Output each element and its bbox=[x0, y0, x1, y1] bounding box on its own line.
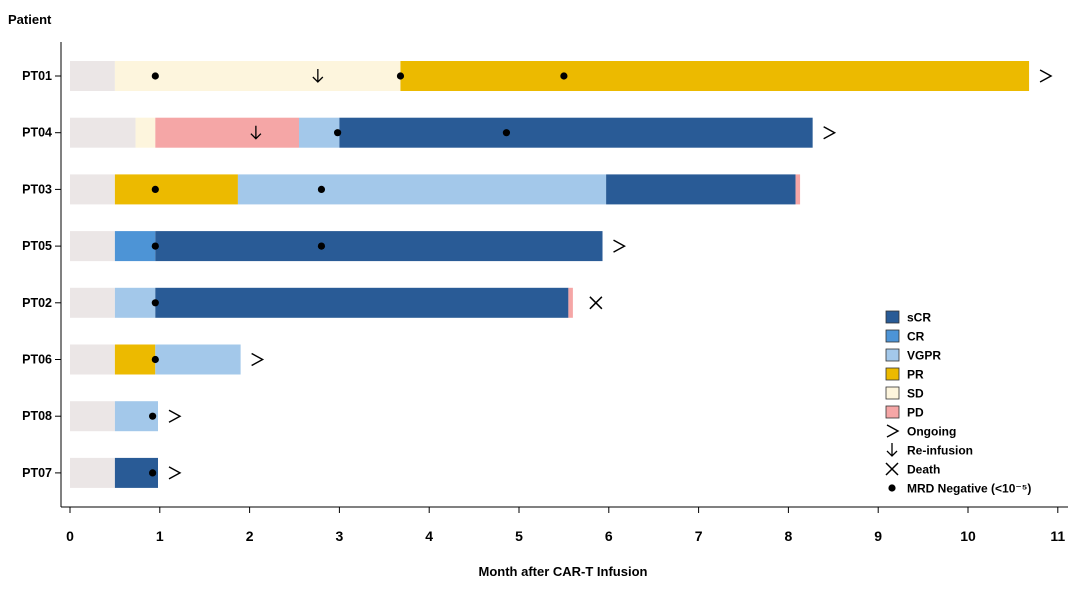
legend: sCR CR VGPR PR SD PD Ongoing Re-infusion Death MR… bbox=[885, 310, 1031, 496]
mrd-negative-dot bbox=[317, 242, 326, 250]
bar-segment-baseline bbox=[70, 174, 115, 205]
x-tick-label: 9 bbox=[874, 528, 882, 544]
bar-segment-pr bbox=[114, 174, 238, 205]
x-tick-label: 4 bbox=[425, 528, 433, 544]
mrd-negative-dot bbox=[149, 469, 157, 477]
legend-label-ongoing: Ongoing bbox=[907, 425, 956, 439]
ongoing-chevron-icon bbox=[823, 126, 837, 140]
ongoing-chevron-icon bbox=[1039, 69, 1053, 83]
x-tick-label: 6 bbox=[605, 528, 613, 544]
y-axis-title: Patient bbox=[8, 12, 52, 27]
y-tick-label-pt01: PT01 bbox=[22, 69, 52, 83]
legend-swatch-pd bbox=[885, 405, 900, 419]
legend-swatch-vgpr bbox=[885, 348, 900, 362]
bar-segment-sd bbox=[135, 117, 156, 148]
x-tick-label: 2 bbox=[246, 528, 254, 544]
legend-label-re-infusion: Re-infusion bbox=[907, 444, 973, 458]
bar-segment-pr bbox=[400, 61, 1030, 91]
bar-segment-pd bbox=[795, 174, 801, 205]
legend-ongoing-icon bbox=[886, 424, 900, 438]
mrd-negative-dot bbox=[151, 72, 159, 80]
ongoing-chevron-icon bbox=[168, 466, 182, 480]
y-tick-label-pt06: PT06 bbox=[22, 353, 52, 367]
ongoing-chevron-icon bbox=[613, 239, 626, 253]
bar-segment-baseline bbox=[70, 344, 115, 375]
legend-label-cr: CR bbox=[907, 330, 925, 344]
bars-layer bbox=[70, 61, 1030, 488]
legend-death-icon bbox=[885, 462, 899, 476]
mrd-negative-dot bbox=[151, 242, 159, 250]
bar-segment-baseline bbox=[70, 457, 115, 488]
legend-label-vgpr: VGPR bbox=[907, 349, 941, 363]
legend-swatch-sd bbox=[885, 386, 900, 400]
legend-re-infusion-icon bbox=[886, 443, 898, 457]
bar-segment-baseline bbox=[70, 117, 136, 148]
x-tick-label: 1 bbox=[156, 528, 164, 544]
legend-swatch-pr bbox=[885, 367, 900, 381]
legend-label-pd: PD bbox=[907, 406, 924, 420]
legend-swatch-scr bbox=[885, 310, 900, 324]
bar-segment-baseline bbox=[70, 61, 115, 91]
x-ticks: 0 1 2 3 4 5 6 7 8 9 10 11 bbox=[66, 507, 1065, 544]
bar-segment-pd bbox=[568, 287, 573, 318]
y-tick-label-pt05: PT05 bbox=[22, 239, 52, 253]
x-tick-label: 8 bbox=[785, 528, 793, 544]
bar-segment-baseline bbox=[70, 231, 115, 262]
legend-label-pr: PR bbox=[907, 368, 924, 382]
bar-segment-pd bbox=[155, 117, 299, 148]
y-tick-label-pt03: PT03 bbox=[22, 182, 52, 196]
bar-segment-pr bbox=[114, 344, 156, 375]
legend-label-death: Death bbox=[907, 463, 940, 477]
mrd-negative-dot bbox=[560, 72, 568, 80]
mrd-negative-dot bbox=[149, 412, 157, 420]
bar-segment-vgpr bbox=[237, 174, 607, 205]
legend-label-sd: SD bbox=[907, 387, 924, 401]
x-tick-label: 10 bbox=[960, 528, 976, 544]
bar-segment-vgpr bbox=[298, 117, 340, 148]
markers-layer bbox=[149, 69, 1053, 480]
bar-segment-scr bbox=[155, 231, 603, 262]
x-tick-label: 7 bbox=[695, 528, 703, 544]
x-tick-label: 0 bbox=[66, 528, 74, 544]
bar-segment-vgpr bbox=[155, 344, 241, 375]
x-tick-label: 3 bbox=[336, 528, 344, 544]
mrd-negative-dot bbox=[334, 129, 342, 137]
bar-segment-vgpr bbox=[114, 287, 156, 318]
bar-segment-cr bbox=[114, 231, 156, 262]
bar-segment-sd bbox=[114, 61, 401, 91]
legend-swatch-cr bbox=[885, 329, 900, 343]
x-tick-label: 11 bbox=[1050, 528, 1065, 544]
bar-segment-baseline bbox=[70, 401, 115, 432]
death-cross-icon bbox=[589, 296, 603, 310]
mrd-negative-dot bbox=[396, 72, 405, 80]
y-tick-label-pt02: PT02 bbox=[22, 296, 52, 310]
re-infusion-arrow-icon bbox=[312, 69, 324, 83]
y-tick-label-pt04: PT04 bbox=[22, 126, 52, 140]
mrd-negative-dot bbox=[151, 299, 159, 307]
legend-label-scr: sCR bbox=[907, 311, 931, 325]
ongoing-chevron-icon bbox=[168, 409, 182, 423]
bar-segment-scr bbox=[155, 287, 569, 318]
mrd-negative-dot bbox=[151, 185, 159, 193]
mrd-negative-dot bbox=[151, 355, 159, 364]
bar-segment-scr bbox=[339, 117, 813, 148]
re-infusion-arrow-icon bbox=[250, 125, 262, 140]
ongoing-chevron-icon bbox=[251, 352, 265, 367]
mrd-negative-dot bbox=[317, 185, 326, 193]
x-tick-label: 5 bbox=[515, 528, 523, 544]
bar-segment-baseline bbox=[70, 287, 115, 318]
legend-mrd-icon bbox=[888, 484, 896, 492]
y-tick-label-pt08: PT08 bbox=[22, 409, 52, 423]
y-tick-labels: PT01 PT04 PT03 PT05 PT02 PT06 PT08 PT07 bbox=[22, 69, 61, 480]
legend-label-mrd: MRD Negative (<10⁻⁵) bbox=[907, 482, 1031, 496]
mrd-negative-dot bbox=[502, 129, 511, 137]
y-tick-label-pt07: PT07 bbox=[22, 466, 52, 480]
bar-segment-scr bbox=[606, 174, 796, 205]
x-axis-title: Month after CAR-T Infusion bbox=[479, 564, 648, 579]
